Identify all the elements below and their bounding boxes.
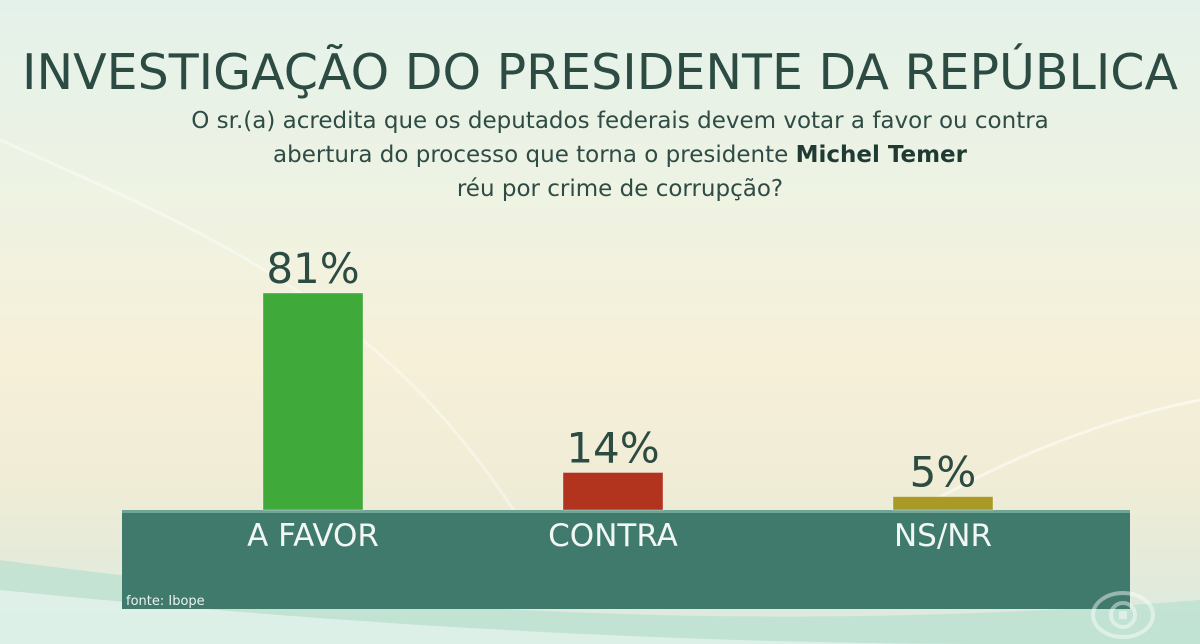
category-band bbox=[122, 510, 1130, 609]
value-label-a-favor: 81% bbox=[266, 244, 359, 293]
chart-question: O sr.(a) acredita que os deputados feder… bbox=[0, 104, 1200, 206]
value-label-contra: 14% bbox=[566, 423, 659, 472]
question-highlight-name: Michel Temer bbox=[795, 142, 967, 168]
category-label-a-favor: A FAVOR bbox=[247, 518, 379, 554]
source-note: fonte: Ibope bbox=[126, 594, 205, 609]
question-line-3: réu por crime de corrupção? bbox=[456, 176, 784, 202]
question-line-2: abertura do processo que torna o preside… bbox=[0, 138, 1200, 172]
value-label-ns-nr: 5% bbox=[910, 448, 977, 497]
chart-title: INVESTIGAÇÃO DO PRESIDENTE DA REPÚBLICA bbox=[22, 44, 1178, 101]
question-line-1: O sr.(a) acredita que os deputados feder… bbox=[191, 108, 1049, 134]
question-line-2-text: abertura do processo que torna o preside… bbox=[273, 142, 789, 168]
bar-contra bbox=[562, 471, 664, 511]
globo-logo-icon bbox=[1091, 591, 1155, 639]
bar-ns-nr bbox=[892, 496, 994, 511]
bar-a-favor bbox=[262, 292, 364, 511]
category-label-contra: CONTRA bbox=[548, 518, 678, 554]
category-label-ns-nr: NS/NR bbox=[893, 518, 993, 554]
